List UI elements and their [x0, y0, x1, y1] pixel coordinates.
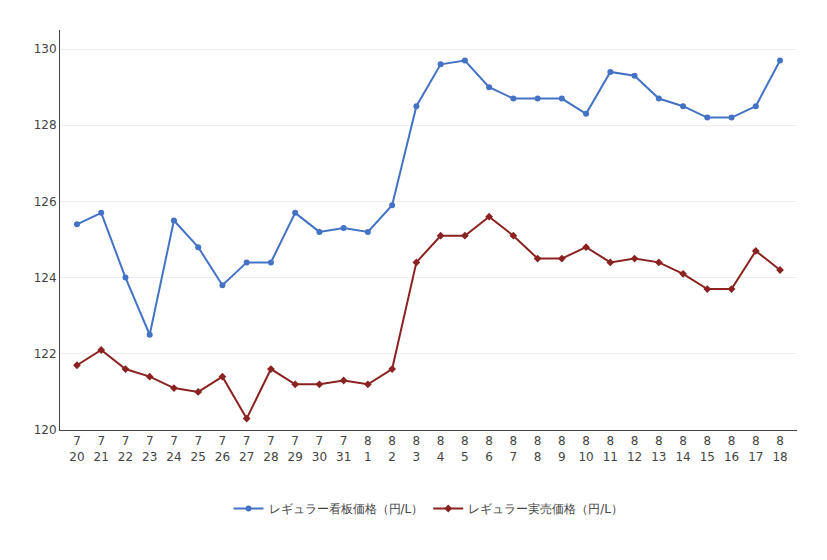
svg-text:730: 730: [312, 434, 327, 464]
svg-text:84: 84: [437, 434, 445, 464]
svg-text:レギュラー看板価格（円/L）: レギュラー看板価格（円/L）: [269, 502, 424, 516]
svg-text:816: 816: [724, 434, 739, 464]
svg-text:814: 814: [675, 434, 690, 464]
svg-text:723: 723: [142, 434, 157, 464]
svg-text:728: 728: [263, 434, 278, 464]
svg-text:89: 89: [558, 434, 566, 464]
svg-text:86: 86: [485, 434, 493, 464]
svg-text:729: 729: [288, 434, 303, 464]
svg-text:82: 82: [388, 434, 396, 464]
svg-text:726: 726: [215, 434, 230, 464]
svg-text:724: 724: [166, 434, 181, 464]
svg-text:727: 727: [239, 434, 254, 464]
svg-text:725: 725: [191, 434, 206, 464]
svg-text:81: 81: [364, 434, 372, 464]
svg-text:818: 818: [772, 434, 787, 464]
svg-text:124: 124: [34, 271, 57, 285]
svg-text:126: 126: [34, 195, 57, 209]
svg-text:812: 812: [627, 434, 642, 464]
svg-text:122: 122: [34, 347, 57, 361]
svg-text:128: 128: [34, 118, 57, 132]
svg-text:87: 87: [510, 434, 518, 464]
svg-text:130: 130: [34, 42, 57, 56]
svg-text:815: 815: [700, 434, 715, 464]
svg-text:120: 120: [34, 423, 57, 437]
svg-text:722: 722: [118, 434, 133, 464]
svg-text:731: 731: [336, 434, 351, 464]
svg-text:817: 817: [748, 434, 763, 464]
svg-text:811: 811: [603, 434, 618, 464]
svg-text:720: 720: [69, 434, 84, 464]
svg-text:721: 721: [94, 434, 109, 464]
svg-text:88: 88: [534, 434, 542, 464]
svg-text:813: 813: [651, 434, 666, 464]
svg-text:85: 85: [461, 434, 469, 464]
svg-text:83: 83: [413, 434, 421, 464]
svg-text:810: 810: [578, 434, 593, 464]
svg-text:レギュラー実売価格（円/L）: レギュラー実売価格（円/L）: [468, 502, 623, 516]
